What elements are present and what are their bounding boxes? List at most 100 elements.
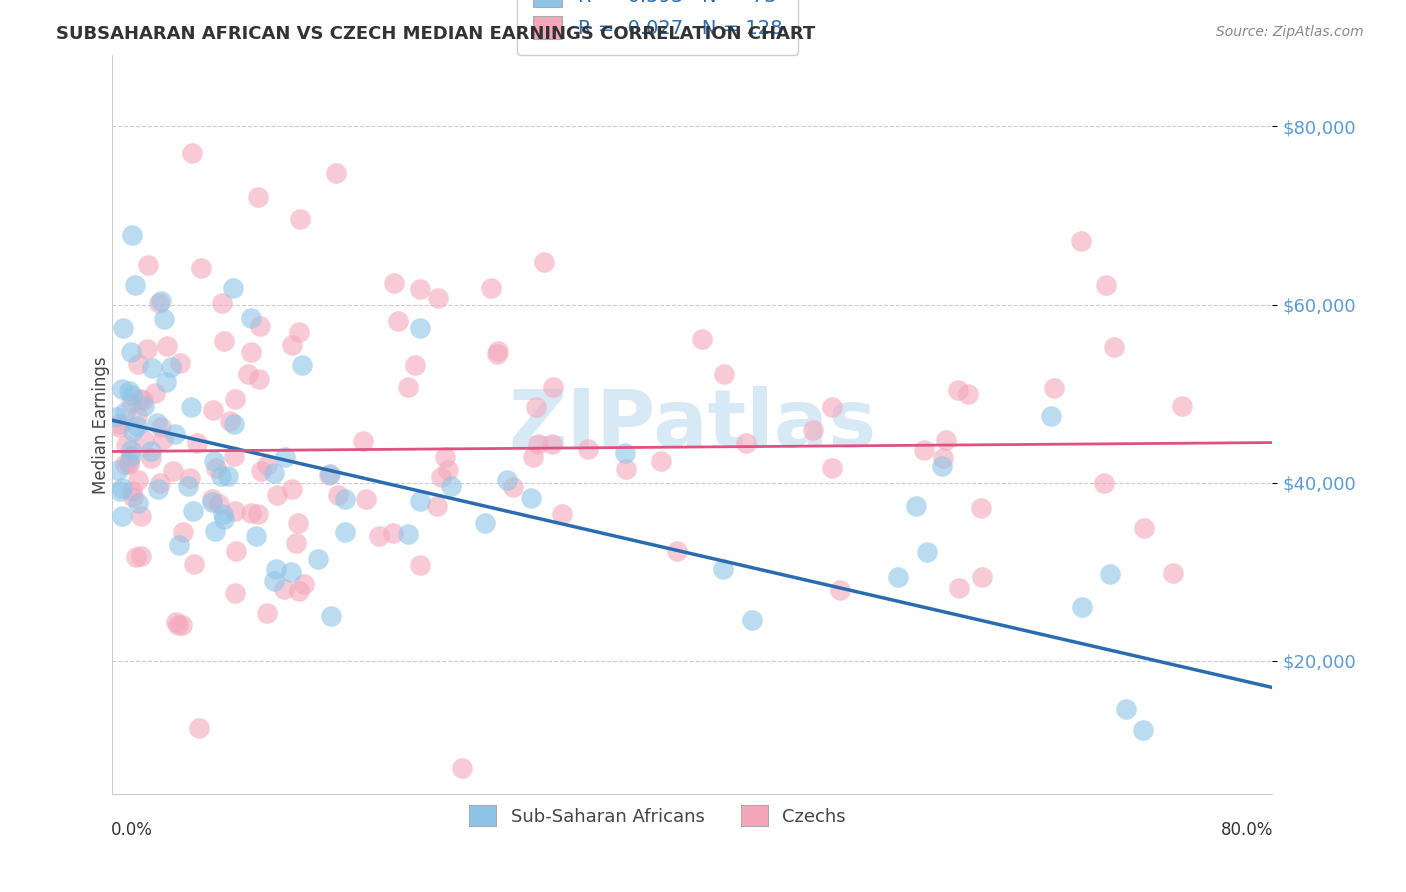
- Point: [114, 438, 136, 452]
- Point: [288, 583, 311, 598]
- Point: [409, 558, 432, 573]
- Point: [741, 613, 763, 627]
- Point: [433, 450, 456, 465]
- Point: [474, 516, 496, 530]
- Point: [821, 400, 844, 414]
- Point: [519, 491, 541, 506]
- Point: [931, 458, 953, 473]
- Point: [212, 507, 235, 521]
- Point: [274, 450, 297, 464]
- Y-axis label: Median Earnings: Median Earnings: [93, 356, 110, 493]
- Point: [156, 339, 179, 353]
- Point: [250, 464, 273, 478]
- Point: [148, 296, 170, 310]
- Point: [124, 277, 146, 292]
- Point: [150, 419, 173, 434]
- Point: [711, 562, 734, 576]
- Point: [153, 311, 176, 326]
- Point: [479, 281, 502, 295]
- Point: [1092, 475, 1115, 490]
- Point: [240, 311, 263, 326]
- Point: [111, 509, 134, 524]
- Point: [160, 359, 183, 374]
- Point: [318, 468, 340, 483]
- Point: [224, 449, 246, 463]
- Point: [247, 372, 270, 386]
- Point: [127, 419, 149, 434]
- Point: [181, 504, 204, 518]
- Point: [932, 450, 955, 465]
- Point: [325, 166, 347, 180]
- Point: [326, 488, 349, 502]
- Legend: Sub-Saharan Africans, Czechs: Sub-Saharan Africans, Czechs: [454, 791, 860, 841]
- Point: [224, 417, 246, 431]
- Point: [129, 549, 152, 563]
- Point: [148, 482, 170, 496]
- Point: [125, 549, 148, 564]
- Point: [155, 375, 177, 389]
- Point: [114, 457, 136, 471]
- Point: [1071, 600, 1094, 615]
- Point: [208, 498, 231, 512]
- Point: [970, 501, 993, 516]
- Point: [165, 615, 187, 629]
- Point: [172, 524, 194, 539]
- Point: [121, 483, 143, 498]
- Point: [240, 506, 263, 520]
- Point: [496, 473, 519, 487]
- Point: [527, 437, 550, 451]
- Point: [224, 586, 246, 600]
- Point: [543, 380, 565, 394]
- Point: [111, 481, 134, 495]
- Point: [288, 326, 311, 340]
- Point: [146, 416, 169, 430]
- Point: [181, 145, 204, 160]
- Point: [665, 543, 688, 558]
- Point: [141, 360, 163, 375]
- Point: [256, 458, 278, 473]
- Point: [249, 319, 271, 334]
- Point: [409, 282, 432, 296]
- Point: [614, 446, 637, 460]
- Point: [382, 277, 405, 291]
- Point: [188, 722, 211, 736]
- Point: [614, 462, 637, 476]
- Point: [224, 504, 246, 518]
- Point: [352, 434, 374, 449]
- Point: [285, 536, 308, 550]
- Point: [281, 482, 304, 496]
- Point: [273, 582, 295, 597]
- Point: [135, 343, 157, 357]
- Point: [127, 357, 149, 371]
- Point: [149, 475, 172, 490]
- Point: [281, 337, 304, 351]
- Point: [246, 507, 269, 521]
- Point: [948, 581, 970, 595]
- Point: [821, 461, 844, 475]
- Point: [307, 552, 329, 566]
- Point: [105, 409, 128, 424]
- Point: [149, 293, 172, 308]
- Point: [107, 420, 129, 434]
- Point: [108, 417, 131, 431]
- Text: ZIPatlas: ZIPatlas: [509, 385, 876, 464]
- Text: Source: ZipAtlas.com: Source: ZipAtlas.com: [1216, 25, 1364, 39]
- Point: [225, 544, 247, 558]
- Point: [163, 427, 186, 442]
- Point: [118, 457, 141, 471]
- Point: [318, 467, 340, 481]
- Point: [381, 525, 404, 540]
- Point: [904, 500, 927, 514]
- Point: [451, 761, 474, 775]
- Point: [427, 291, 450, 305]
- Point: [533, 255, 555, 269]
- Point: [437, 463, 460, 477]
- Point: [111, 383, 134, 397]
- Point: [217, 469, 239, 483]
- Point: [735, 436, 758, 450]
- Point: [333, 525, 356, 540]
- Point: [179, 471, 201, 485]
- Point: [1095, 277, 1118, 292]
- Point: [319, 609, 342, 624]
- Point: [1115, 702, 1137, 716]
